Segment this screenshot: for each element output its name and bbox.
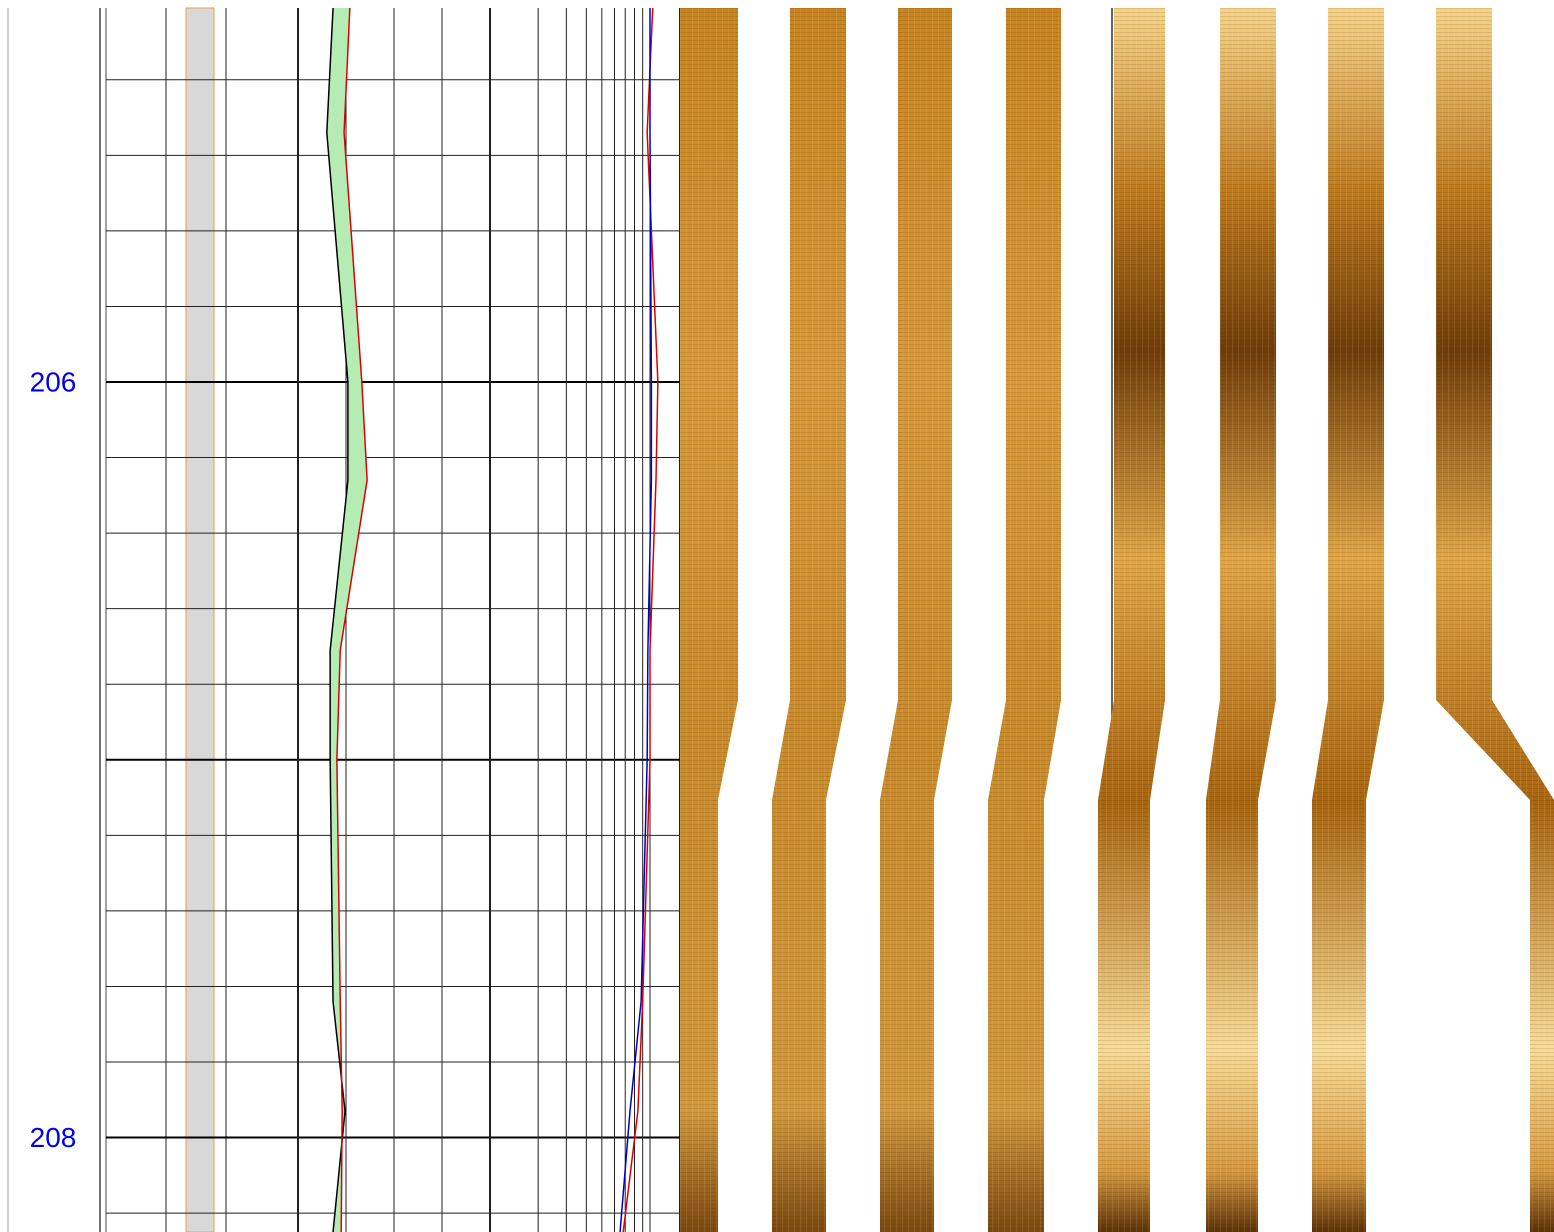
depth-label: 206: [30, 366, 77, 397]
image-texture: [988, 8, 1061, 1232]
log-curve: [619, 8, 653, 1232]
image-texture: [772, 8, 846, 1232]
image-tracks: [680, 8, 1554, 1232]
image-texture: [680, 8, 738, 1232]
caliper-fill: [326, 8, 368, 1232]
log-curve: [622, 7, 659, 1232]
image-texture: [1098, 8, 1165, 1232]
image-texture: [880, 8, 952, 1232]
depth-label: 208: [30, 1122, 77, 1153]
image-texture: [1436, 8, 1554, 1232]
image-texture: [1206, 8, 1276, 1232]
log-curve: [336, 7, 368, 1232]
image-texture: [1312, 8, 1384, 1232]
bit-size-bar: [185, 7, 215, 1232]
